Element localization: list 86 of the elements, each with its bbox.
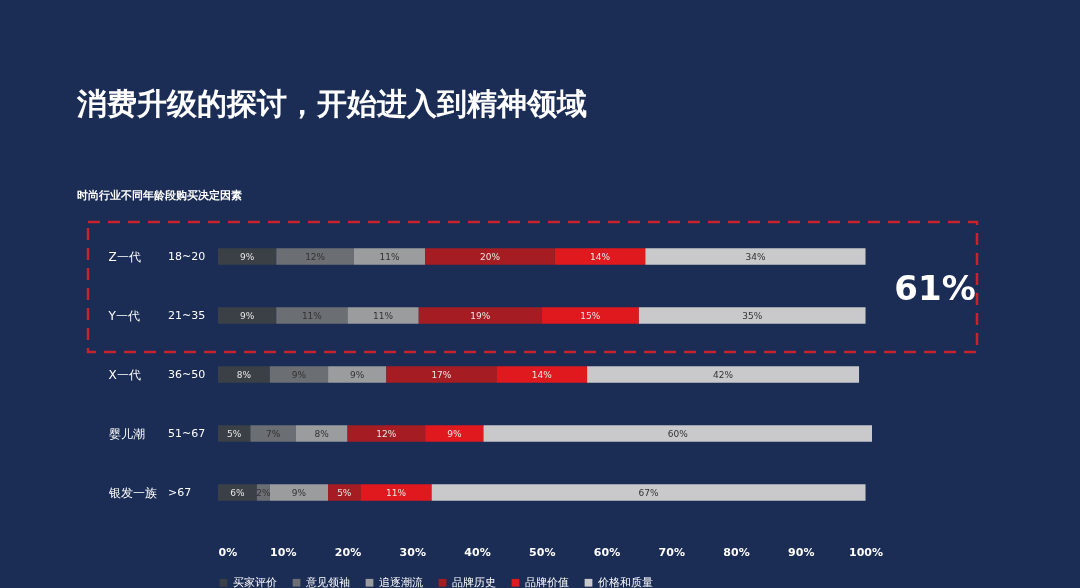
text: 61% xyxy=(894,268,976,308)
bar xyxy=(425,425,484,442)
bar xyxy=(587,366,860,383)
bar xyxy=(269,484,329,501)
bar xyxy=(276,248,354,265)
legend-label: 价格和质量 xyxy=(597,575,653,588)
bar xyxy=(295,425,348,442)
data-label: 67% xyxy=(638,487,660,498)
text: 36~50 xyxy=(168,367,206,381)
bar xyxy=(218,366,270,383)
data-label: 14% xyxy=(531,369,553,380)
y-tick-label: X一代 xyxy=(108,367,141,382)
data-label: 12% xyxy=(376,428,397,439)
bar xyxy=(645,248,866,265)
bar xyxy=(431,484,866,501)
bar xyxy=(347,307,419,324)
bar xyxy=(276,307,348,324)
x-tick-label: 30% xyxy=(399,545,426,559)
bar xyxy=(328,366,387,383)
x-tick-label: 90% xyxy=(788,545,815,559)
legend-label: 品牌历史 xyxy=(452,575,496,588)
data-label: 5% xyxy=(227,428,242,439)
data-label: 11% xyxy=(373,310,394,321)
data-label: 35% xyxy=(742,310,763,321)
legend-label: 追逐潮流 xyxy=(379,575,423,588)
x-tick-label: 50% xyxy=(529,545,556,559)
data-label: 19% xyxy=(470,310,491,321)
y-tick-label: 婴儿潮 xyxy=(108,426,145,441)
data-label: 11% xyxy=(386,487,407,498)
bar xyxy=(496,366,588,383)
bar xyxy=(386,366,497,383)
bar xyxy=(425,248,555,265)
text: 18~20 xyxy=(168,249,206,263)
data-label: 7% xyxy=(265,428,281,439)
data-label: 6% xyxy=(230,487,246,498)
x-tick-label: 20% xyxy=(334,545,362,559)
data-label: 14% xyxy=(590,251,611,262)
x-tick-label: 10% xyxy=(270,545,297,559)
data-label: 11% xyxy=(301,310,323,321)
x-tick-label: 100% xyxy=(849,545,884,559)
data-label: 11% xyxy=(379,251,401,262)
bar xyxy=(218,484,257,501)
bar xyxy=(483,425,872,442)
y-tick-label: 银发一族 xyxy=(107,485,157,500)
data-label: 9% xyxy=(350,369,365,380)
text: 51~67 xyxy=(168,426,206,440)
bar xyxy=(250,425,296,442)
y-tick-label: Z一代 xyxy=(108,249,141,264)
chart-title: 消费升级的探讨，开始进入到精神领域 xyxy=(75,85,587,121)
bar xyxy=(218,248,277,265)
legend-label: 品牌价值 xyxy=(525,575,569,588)
x-tick-label: 80% xyxy=(723,545,750,559)
data-label: 15% xyxy=(580,310,601,321)
bar xyxy=(554,248,646,265)
text: 21~35 xyxy=(168,308,206,322)
bar xyxy=(541,307,639,324)
bar xyxy=(347,425,426,442)
y-tick-label: Y一代 xyxy=(107,308,140,323)
legend-label: 买家评价 xyxy=(233,575,277,588)
data-label: 20% xyxy=(479,251,501,262)
data-label: 42% xyxy=(713,369,734,380)
bar xyxy=(638,307,866,324)
data-label: 17% xyxy=(431,369,452,380)
data-label: 2% xyxy=(256,487,271,498)
data-label: 9% xyxy=(240,251,255,262)
bar xyxy=(418,307,542,324)
bar xyxy=(269,366,329,383)
text: >67 xyxy=(168,485,192,499)
data-label: 60% xyxy=(667,428,689,439)
data-label: 9% xyxy=(291,487,307,498)
data-label: 8% xyxy=(314,428,330,439)
data-label: 9% xyxy=(447,428,462,439)
x-tick-label: 60% xyxy=(593,545,621,559)
chart-subtitle: 时尚行业不同年龄段购买决定因素 xyxy=(76,188,242,202)
x-tick-label: 70% xyxy=(658,545,685,559)
legend-label: 意见领袖 xyxy=(305,575,350,588)
data-label: 34% xyxy=(745,251,766,262)
x-tick-label: 0% xyxy=(218,545,238,559)
bar xyxy=(218,307,277,324)
data-label: 9% xyxy=(240,310,255,321)
data-label: 12% xyxy=(305,251,326,262)
bar xyxy=(360,484,432,501)
data-label: 5% xyxy=(337,487,352,498)
x-tick-label: 40% xyxy=(464,545,491,559)
data-label: 8% xyxy=(236,369,252,380)
bar xyxy=(353,248,426,265)
